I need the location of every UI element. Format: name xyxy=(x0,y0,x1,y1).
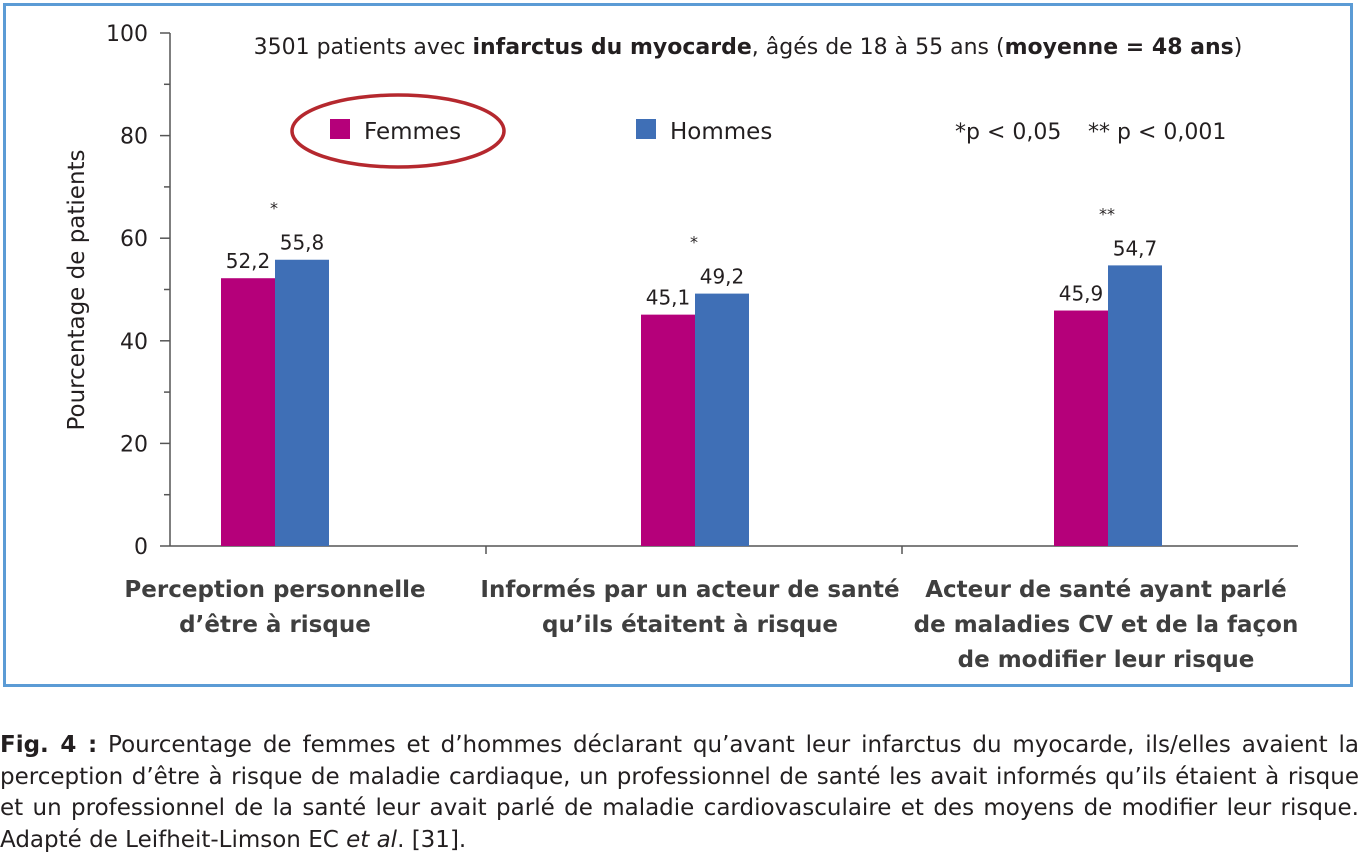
significance-note: *p < 0,05 xyxy=(955,120,1061,145)
bar-value-label: 49,2 xyxy=(700,265,745,289)
category-label-line: Acteur de santé ayant parlé xyxy=(925,577,1287,603)
legend-highlight-ellipse xyxy=(290,93,506,169)
bar-value-label: 45,9 xyxy=(1059,282,1104,306)
legend-swatch-femmes xyxy=(330,119,350,139)
legend-swatch-hommes xyxy=(636,119,656,139)
category-label: Acteur de santé ayant parlé de maladies C… xyxy=(914,573,1299,678)
bar-value-label: 55,8 xyxy=(280,231,325,255)
bar-femmes xyxy=(1054,310,1108,546)
caption-tail: . [31]. xyxy=(397,826,467,853)
axes: 0 20 40 60 80 100 Pourcentage de patients xyxy=(64,22,1298,560)
y-tick-label: 40 xyxy=(120,330,148,355)
bar-femmes xyxy=(221,278,275,546)
category-label-line: d’être à risque xyxy=(179,612,371,638)
bar-value-label: 45,1 xyxy=(646,286,691,310)
bar-value-label: 52,2 xyxy=(226,249,271,273)
caption-label: Fig. 4 : xyxy=(0,732,98,758)
y-tick-label: 20 xyxy=(120,432,148,457)
labels: 3501 patients avec infarctus du myocarde… xyxy=(226,35,1243,310)
significance-note: ** p < 0,001 xyxy=(1088,120,1226,145)
legend-label-femmes: Femmes xyxy=(364,119,461,145)
bars xyxy=(221,259,1162,546)
figure-caption: Fig. 4 : Pourcentage de femmes et d’homm… xyxy=(0,730,1359,856)
category-label-line: de maladies CV et de la façon xyxy=(913,612,1299,638)
bar-value-label: 54,7 xyxy=(1113,236,1158,260)
category-label-line: Perception personnelle xyxy=(124,577,426,603)
significance-marker: ** xyxy=(1099,204,1115,223)
category-label-line: qu’ils étaitent à risque xyxy=(542,612,838,638)
y-tick-label: 60 xyxy=(120,227,148,252)
caption-text: Pourcentage de femmes et d’hommes déclar… xyxy=(0,732,1359,853)
y-axis-label: Pourcentage de patients xyxy=(64,149,90,430)
bar-hommes xyxy=(1108,265,1162,546)
bar-hommes xyxy=(275,259,329,546)
category-label: Perception personnelle d’être à risque xyxy=(124,573,425,643)
chart-title-part: , âgés de 18 à 55 ans ( xyxy=(752,35,1005,60)
y-tick-label: 80 xyxy=(120,125,148,150)
legend: Femmes Hommes *p < 0,05 ** p < 0,001 xyxy=(290,93,1226,169)
bar-chart: 0 20 40 60 80 100 Pourcentage de patients 3501… xyxy=(64,22,1298,560)
y-tick-label: 0 xyxy=(134,535,148,560)
chart-title-part: moyenne = 48 ans xyxy=(1005,35,1234,60)
legend-label-hommes: Hommes xyxy=(670,119,772,145)
significance-marker: * xyxy=(690,233,698,252)
chart-title: 3501 patients avec infarctus du myocarde… xyxy=(254,35,1243,60)
y-tick-label: 100 xyxy=(106,22,148,47)
chart-title-part: infarctus du myocarde xyxy=(472,35,751,60)
category-label-line: de modifier leur risque xyxy=(957,647,1255,673)
bar-hommes xyxy=(695,293,749,546)
caption-italic: et al xyxy=(346,826,398,853)
chart-title-part: 3501 patients avec xyxy=(254,35,473,60)
category-label: Informés par un acteur de santé qu’ils ét… xyxy=(480,573,899,643)
category-label-line: Informés par un acteur de santé xyxy=(480,577,900,603)
chart-title-part: ) xyxy=(1234,35,1243,60)
bar-femmes xyxy=(641,314,695,546)
significance-marker: * xyxy=(270,199,278,218)
